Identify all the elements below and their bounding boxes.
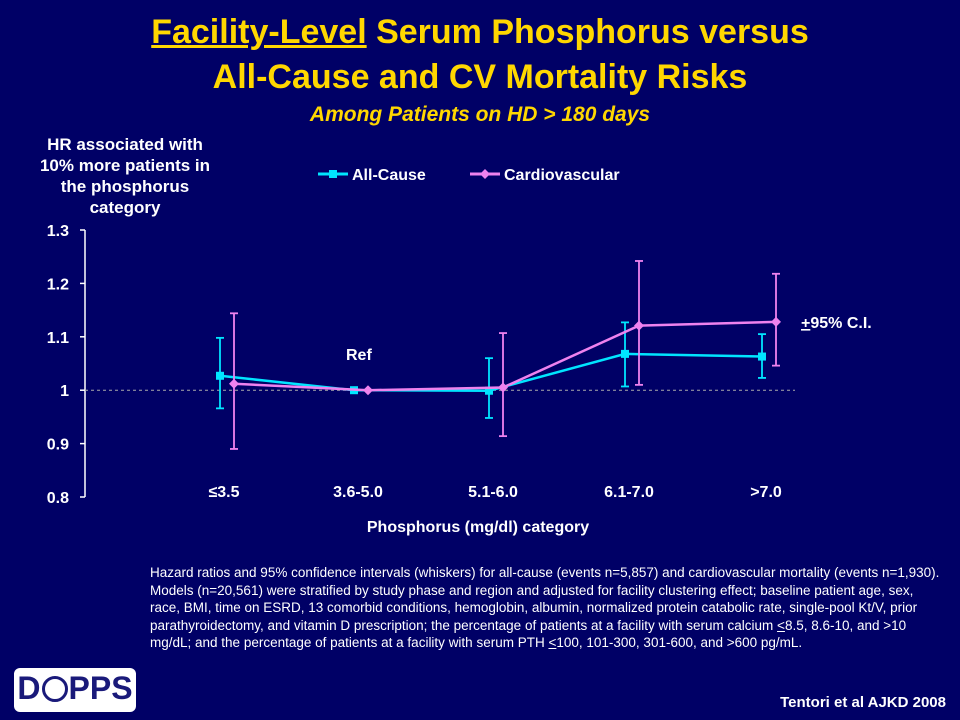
data-point-diamond <box>363 385 373 396</box>
data-point-square <box>758 352 766 361</box>
logo-text: D PPS <box>17 670 133 706</box>
series-all-cause <box>216 321 766 419</box>
x-tick-label: 3.6-5.0 <box>333 484 383 501</box>
y-tick-label: 1.3 <box>47 223 69 240</box>
data-point-square <box>216 371 224 380</box>
dopps-logo: D PPS <box>14 668 136 712</box>
data-point-diamond <box>229 378 239 389</box>
y-axis-label: HR associated with 10% more patients in … <box>39 135 211 217</box>
y-tick-label: 1.2 <box>47 276 69 293</box>
footnote-lt1: < <box>777 617 785 633</box>
x-tick-label: 5.1-6.0 <box>468 484 518 501</box>
legend: All-Cause Cardiovascular <box>318 167 620 184</box>
legend-marker <box>329 170 337 178</box>
ci-label: +95% C.I. <box>801 315 872 332</box>
data-point-diamond <box>771 316 781 327</box>
series-cardiovascular <box>229 260 781 450</box>
chart-title-line2: All-Cause and CV Mortality Risks <box>212 58 748 96</box>
chart-subtitle: Among Patients on HD > 180 days <box>309 103 651 126</box>
annotations: Ref +95% C.I. <box>346 315 872 364</box>
data-point-diamond <box>634 320 644 331</box>
y-tick-label: 1 <box>60 383 69 400</box>
data-point-square <box>621 349 629 358</box>
chart-svg: 1.3 1.2 1.1 1 0.9 0.8 ≤3.5 3.6-5.0 5.1-6.0 6.1-7.… <box>47 167 872 536</box>
citation: Tentori et al AJKD 2008 <box>780 694 946 711</box>
y-tick-label: 0.8 <box>47 490 69 507</box>
footnote: Hazard ratios and 95% confidence interva… <box>150 564 940 652</box>
series-line <box>219 352 763 392</box>
y-tick-label: 1.1 <box>47 330 69 347</box>
title-rest-part: Serum Phosphorus versus <box>366 13 809 51</box>
data-point-square <box>485 386 493 395</box>
ref-label: Ref <box>346 347 372 364</box>
x-tick-label: >7.0 <box>750 484 782 501</box>
legend-marker <box>480 169 490 179</box>
footnote-lt2: < <box>548 635 557 651</box>
legend-label: Cardiovascular <box>504 167 620 184</box>
footnote-part3: 100, 101-300, 301-600, and >600 pg/mL. <box>556 635 803 651</box>
y-tick-label: 0.9 <box>47 437 69 454</box>
x-tick-label: ≤3.5 <box>208 484 239 501</box>
chart-title-line1: Facility-Level Serum Phosphorus versus <box>0 12 960 52</box>
x-axis-label: Phosphorus (mg/dl) category <box>367 519 589 536</box>
axes: 1.3 1.2 1.1 1 0.9 0.8 ≤3.5 3.6-5.0 5.1-6.0 6.1-7.… <box>47 223 795 536</box>
x-tick-label: 6.1-7.0 <box>604 484 654 501</box>
legend-label: All-Cause <box>352 167 426 184</box>
series-layer <box>216 260 781 450</box>
footnote-part1: Hazard ratios and 95% confidence interva… <box>150 565 940 633</box>
footnote-part2: 8.5, 8.6-10, and >10 mg/dL; and the perc… <box>150 617 907 651</box>
title-underlined-part: Facility-Level <box>151 13 367 51</box>
data-point-diamond <box>498 382 508 393</box>
